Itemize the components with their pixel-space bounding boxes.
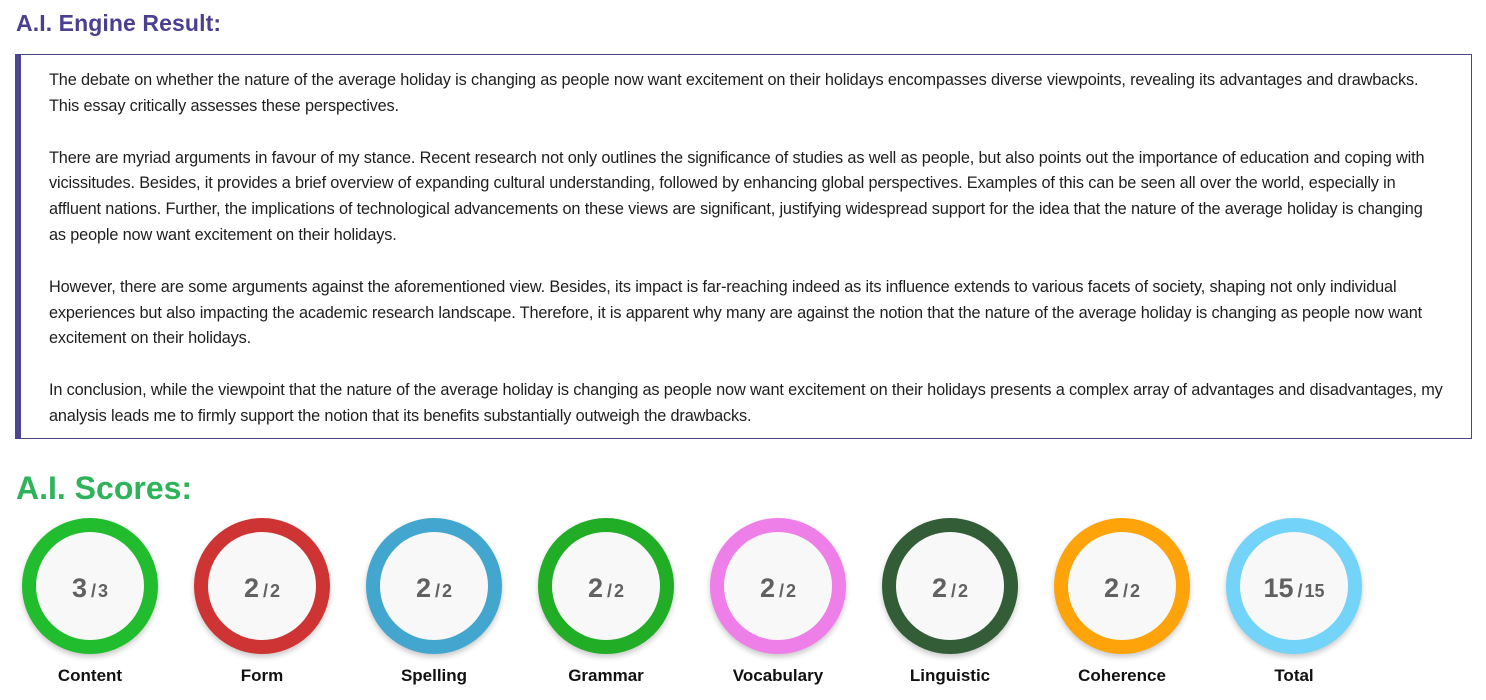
score-max: 2 (614, 580, 625, 601)
score-ring: 2/2 (194, 518, 330, 654)
scores-heading: A.I. Scores: (16, 470, 193, 506)
score-label: Grammar (568, 666, 644, 685)
score-separator: / (1123, 580, 1129, 601)
score-value: 2 (759, 572, 775, 603)
engine-result-heading: A.I. Engine Result: (16, 10, 222, 36)
score-label: Total (1274, 666, 1314, 685)
score-value: 3 (71, 572, 87, 603)
score-label: Content (57, 666, 123, 685)
score-max: 2 (270, 580, 281, 601)
score-separator: / (779, 580, 785, 601)
score-ring: 2/2 (1054, 518, 1190, 654)
score-value: 15 (1263, 572, 1294, 603)
score-ring: 15/15 (1226, 518, 1362, 654)
score-max: 15 (1304, 580, 1325, 601)
score-max: 2 (786, 580, 797, 601)
score-max: 2 (1130, 580, 1141, 601)
score-label: Coherence (1078, 666, 1166, 685)
score-separator: / (1297, 580, 1303, 601)
score-separator: / (607, 580, 613, 601)
score-max: 2 (958, 580, 969, 601)
score-content: 3/3 Content (20, 518, 160, 686)
score-value: 2 (1103, 572, 1119, 603)
score-value: 2 (587, 572, 603, 603)
score-max: 3 (98, 580, 109, 601)
score-label: Spelling (400, 666, 468, 685)
score-separator: / (263, 580, 269, 601)
essay-paragraph-intro: The debate on whether the nature of the … (49, 71, 1419, 115)
score-label: Linguistic (909, 666, 991, 685)
score-value: 2 (415, 572, 431, 603)
essay-paragraph-body-1: There are myriad arguments in favour of … (49, 148, 1425, 244)
score-coherence: 2/2 Coherence (1052, 518, 1192, 686)
score-vocabulary: 2/2 Vocabulary (708, 518, 848, 686)
score-total: 15/15 Total (1224, 518, 1364, 686)
score-ring: 2/2 (538, 518, 674, 654)
score-max: 2 (442, 580, 453, 601)
score-ring: 2/2 (882, 518, 1018, 654)
essay-text: The debate on whether the nature of the … (21, 55, 1471, 430)
score-separator: / (435, 580, 441, 601)
score-separator: / (91, 580, 97, 601)
score-linguistic: 2/2 Linguistic (880, 518, 1020, 686)
score-label: Form (240, 666, 284, 685)
score-ring: 2/2 (710, 518, 846, 654)
essay-paragraph-conclusion: In conclusion, while the viewpoint that … (49, 381, 1443, 425)
essay-paragraph-body-2: However, there are some arguments agains… (49, 277, 1423, 348)
score-value: 2 (243, 572, 259, 603)
score-separator: / (951, 580, 957, 601)
score-spelling: 2/2 Spelling (364, 518, 504, 686)
score-grammar: 2/2 Grammar (536, 518, 676, 686)
score-label: Vocabulary (732, 666, 824, 685)
essay-result-box: The debate on whether the nature of the … (15, 54, 1472, 439)
score-ring: 3/3 (22, 518, 158, 654)
score-form: 2/2 Form (192, 518, 332, 686)
score-ring: 2/2 (366, 518, 502, 654)
score-value: 2 (931, 572, 947, 603)
